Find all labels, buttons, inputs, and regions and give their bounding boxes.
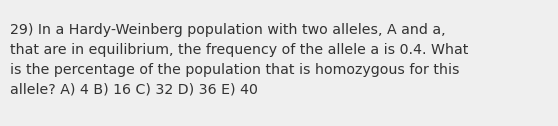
Text: 29) In a Hardy-Weinberg population with two alleles, A and a,
that are in equili: 29) In a Hardy-Weinberg population with … (10, 23, 468, 97)
